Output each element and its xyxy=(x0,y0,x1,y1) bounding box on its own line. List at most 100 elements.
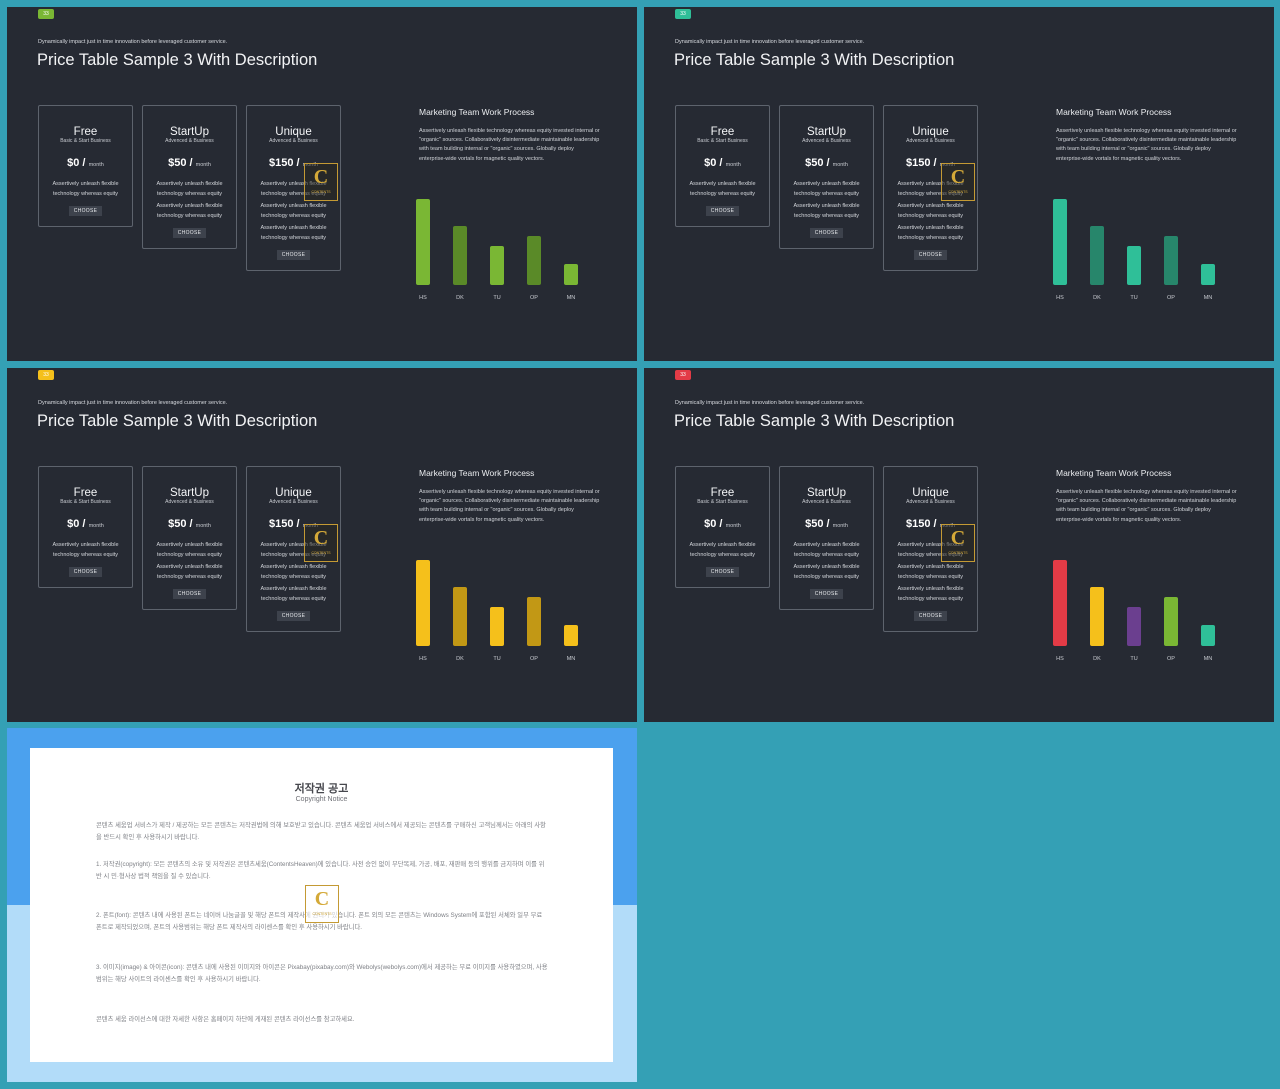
plan-price: $0 / month xyxy=(67,518,104,530)
chart-bar-dk xyxy=(453,587,467,646)
process-description: Assertively unleash flexible technology … xyxy=(1056,128,1237,162)
plan-name: Unique xyxy=(912,126,949,138)
price-period: month xyxy=(195,523,211,529)
plan-tagline: Basic & Start Business xyxy=(697,499,748,505)
chart-label-mn: MN xyxy=(566,656,576,662)
plan-feature: Assertively unleash flexible technology … xyxy=(897,542,964,558)
notice-subtitle: Copyright Notice xyxy=(295,796,348,803)
notice-paper: 저작권 공고 Copyright Notice 콘텐츠 세움업 서비스가 제작 … xyxy=(30,748,613,1062)
contents-logo-watermark: C CONTENTS xyxy=(941,163,975,201)
plan-feature: Assertively unleash flexible technology … xyxy=(897,181,964,197)
plan-feature: Assertively unleash flexible technology … xyxy=(156,542,223,558)
process-description: Assertively unleash flexible technology … xyxy=(1056,489,1237,523)
plan-tagline: Advenced & Business xyxy=(165,499,214,505)
chart-label-dk: DK xyxy=(456,656,464,662)
plan-feature: Assertively unleash flexible technology … xyxy=(260,586,327,602)
plan-price: $0 / month xyxy=(704,157,741,169)
chart-label-tu: TU xyxy=(1130,656,1138,662)
chart-bar-dk xyxy=(453,226,467,285)
chart-bar-tu xyxy=(490,607,504,646)
slide-thumbnail[interactable]: 33 Dynamically impact just in time innova… xyxy=(7,368,637,722)
chart-bar-hs xyxy=(416,560,430,646)
chart-label-tu: TU xyxy=(493,656,501,662)
chart-label-mn: MN xyxy=(566,295,576,301)
plan-price: $50 / month xyxy=(805,518,848,530)
chart-label-hs: HS xyxy=(1056,295,1064,301)
plan-feature: Assertively unleash flexible technology … xyxy=(793,181,860,197)
plan-price: $0 / month xyxy=(704,518,741,530)
slide-subtitle: Dynamically impact just in time innovati… xyxy=(38,39,228,45)
price-card-free: Free Basic & Start Business $0 / month Asse… xyxy=(38,105,133,227)
plan-price: $50 / month xyxy=(168,157,211,169)
process-heading: Marketing Team Work Process xyxy=(1056,468,1172,478)
process-heading: Marketing Team Work Process xyxy=(1056,107,1172,117)
plan-feature: Assertively unleash flexible technology … xyxy=(897,564,964,580)
plan-feature: Assertively unleash flexible technology … xyxy=(689,542,756,558)
plan-price: $0 / month xyxy=(67,157,104,169)
slide-title: Price Table Sample 3 With Description xyxy=(37,51,318,69)
plan-name: StartUp xyxy=(170,126,209,138)
slide-title: Price Table Sample 3 With Description xyxy=(674,412,955,430)
choose-button[interactable]: CHOOSE xyxy=(705,206,740,216)
chart-bar-hs xyxy=(1053,199,1067,285)
plan-feature: Assertively unleash flexible technology … xyxy=(689,181,756,197)
chart-label-hs: HS xyxy=(1056,656,1064,662)
chart-label-hs: HS xyxy=(419,656,427,662)
choose-button[interactable]: CHOOSE xyxy=(809,589,844,599)
slide-thumbnail[interactable]: 33 Dynamically impact just in time innova… xyxy=(7,7,637,361)
price-period: month xyxy=(195,162,211,168)
choose-button[interactable]: CHOOSE xyxy=(705,567,740,577)
choose-button[interactable]: CHOOSE xyxy=(913,250,948,260)
slide-thumbnail[interactable]: 33 Dynamically impact just in time innova… xyxy=(644,368,1274,722)
choose-button[interactable]: CHOOSE xyxy=(172,228,207,238)
contents-logo-watermark: C CONTENTS xyxy=(941,524,975,562)
choose-button[interactable]: CHOOSE xyxy=(68,567,103,577)
chart-label-tu: TU xyxy=(1130,295,1138,301)
plan-name: StartUp xyxy=(807,487,846,499)
chart-bar-hs xyxy=(416,199,430,285)
plan-feature: Assertively unleash flexible technology … xyxy=(793,542,860,558)
chart-label-op: OP xyxy=(530,656,538,662)
plan-tagline: Basic & Start Business xyxy=(60,138,111,144)
choose-button[interactable]: CHOOSE xyxy=(276,250,311,260)
choose-button[interactable]: CHOOSE xyxy=(809,228,844,238)
plan-name: StartUp xyxy=(807,126,846,138)
page-number-badge: 33 xyxy=(38,9,54,19)
chart-label-mn: MN xyxy=(1203,656,1213,662)
chart-label-dk: DK xyxy=(456,295,464,301)
chart-label-op: OP xyxy=(530,295,538,301)
price-card-free: Free Basic & Start Business $0 / month Asse… xyxy=(675,105,770,227)
choose-button[interactable]: CHOOSE xyxy=(172,589,207,599)
chart-bar-tu xyxy=(1127,607,1141,646)
chart-bar-mn xyxy=(1201,264,1215,285)
slide-thumbnail[interactable]: 33 Dynamically impact just in time innova… xyxy=(644,7,1274,361)
notice-title: 저작권 공고 xyxy=(294,783,349,795)
choose-button[interactable]: CHOOSE xyxy=(913,611,948,621)
price-card-free: Free Basic & Start Business $0 / month Asse… xyxy=(38,466,133,588)
price-period: month xyxy=(725,162,741,168)
plan-price: $50 / month xyxy=(805,157,848,169)
plan-feature: Assertively unleash flexible technology … xyxy=(793,203,860,219)
plan-feature: Assertively unleash flexible technology … xyxy=(897,586,964,602)
choose-button[interactable]: CHOOSE xyxy=(276,611,311,621)
contents-logo-watermark: C CONTENTS xyxy=(305,885,339,923)
plan-name: Unique xyxy=(275,126,312,138)
copyright-notice-slide[interactable]: 저작권 공고 Copyright Notice 콘텐츠 세움업 서비스가 제작 … xyxy=(7,728,637,1082)
plan-tagline: Advenced & Business xyxy=(269,499,318,505)
plan-name: Free xyxy=(73,487,98,499)
plan-feature: Assertively unleash flexible technology … xyxy=(156,181,223,197)
price-card-startup: StartUp Advenced & Business $50 / month Ass… xyxy=(779,105,874,249)
chart-bar-tu xyxy=(1127,246,1141,285)
price-period: month xyxy=(832,523,848,529)
chart-bar-op xyxy=(527,236,541,285)
plan-name: Free xyxy=(710,126,735,138)
plan-feature: Assertively unleash flexible technology … xyxy=(52,542,119,558)
plan-feature: Assertively unleash flexible technology … xyxy=(793,564,860,580)
choose-button[interactable]: CHOOSE xyxy=(68,206,103,216)
price-period: month xyxy=(88,523,104,529)
chart-bar-dk xyxy=(1090,226,1104,285)
chart-bar-mn xyxy=(564,264,578,285)
plan-name: Unique xyxy=(912,487,949,499)
plan-tagline: Advenced & Business xyxy=(165,138,214,144)
